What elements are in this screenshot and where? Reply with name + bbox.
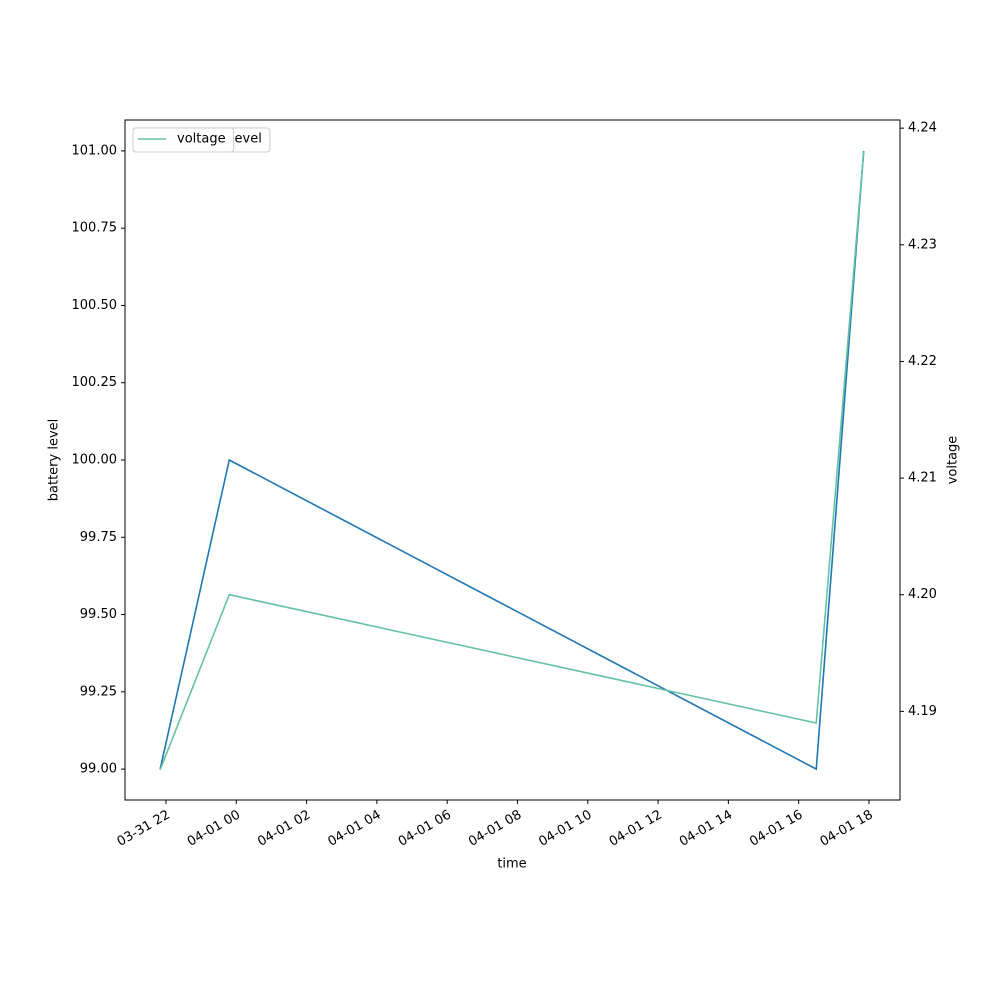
x-tick-label: 04-01 12 <box>607 808 665 850</box>
x-tick-label: 04-01 18 <box>818 808 876 850</box>
y2-tick-label: 4.20 <box>908 587 937 602</box>
x-axis-label: time <box>497 857 526 872</box>
series-line <box>159 151 865 770</box>
legend-label: voltage <box>177 132 226 147</box>
y-tick-label: 100.25 <box>72 375 118 390</box>
y-tick-label: 99.00 <box>80 762 117 777</box>
series-line <box>159 150 865 771</box>
y2-tick-label: 4.21 <box>908 471 937 486</box>
y-tick-label: 101.00 <box>72 143 118 158</box>
legend: voltage <box>132 127 235 153</box>
x-tick-label: 03-31 22 <box>115 808 173 850</box>
x-tick-label: 04-01 04 <box>326 808 384 850</box>
y2-tick-label: 4.24 <box>908 121 937 136</box>
x-tick-label: 04-01 00 <box>185 808 243 850</box>
x-tick-label: 04-01 08 <box>466 808 524 850</box>
y-tick-label: 100.00 <box>72 453 118 468</box>
y2-tick-label: 4.23 <box>908 237 937 252</box>
x-tick-label: 04-01 06 <box>396 808 454 850</box>
x-tick-label: 04-01 02 <box>255 808 313 850</box>
y2-tick-label: 4.19 <box>908 704 937 719</box>
y-tick-label: 100.50 <box>72 298 118 313</box>
y-tick-label: 99.50 <box>80 607 117 622</box>
plot-frame <box>124 119 901 801</box>
y2-tick-label: 4.22 <box>908 354 937 369</box>
y-tick-label: 99.75 <box>80 530 117 545</box>
y-tick-label: 100.75 <box>72 221 118 236</box>
y-tick-label: 99.25 <box>80 684 117 699</box>
x-tick-label: 04-01 10 <box>536 808 594 850</box>
legend-box <box>132 127 235 153</box>
x-tick-label: 04-01 16 <box>747 808 805 850</box>
y-axis-label: battery level <box>47 419 62 502</box>
y2-axis-label: voltage <box>946 436 961 485</box>
x-tick-label: 04-01 14 <box>677 808 735 850</box>
